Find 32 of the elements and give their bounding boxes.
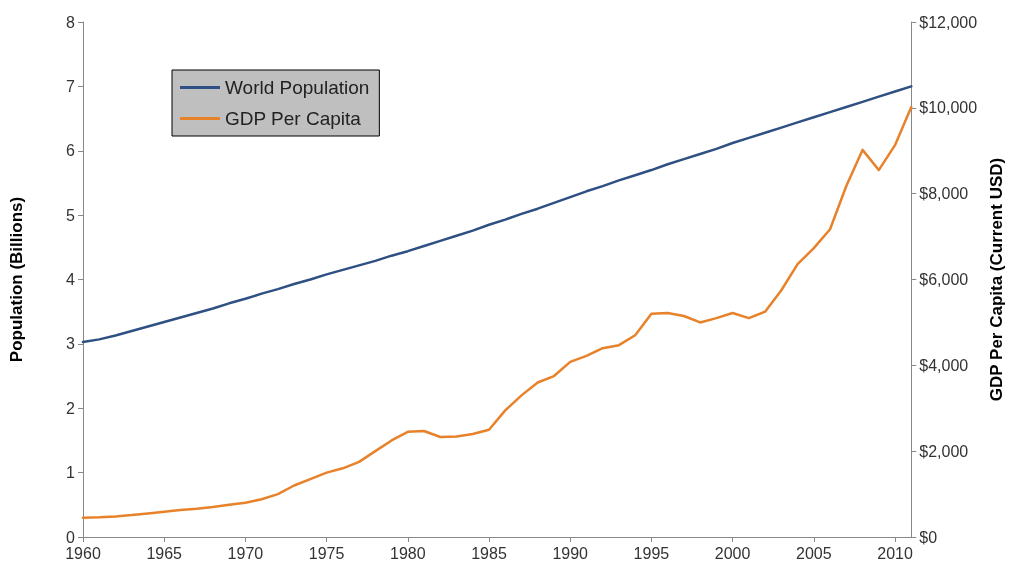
y2-tick-label: $12,000 xyxy=(919,13,978,31)
x-tick-label: 2005 xyxy=(796,544,832,562)
y-tick-label: 3 xyxy=(66,335,76,353)
x-tick-label: 1980 xyxy=(390,544,426,562)
y-tick-label: 1 xyxy=(66,464,76,482)
y2-tick-label: $4,000 xyxy=(919,356,969,374)
x-tick-label: 1985 xyxy=(471,544,507,562)
y-tick-label: 7 xyxy=(66,77,76,95)
y-tick-label: 4 xyxy=(66,271,76,288)
y2-axis-title: GDP Per Capita (Current USD) xyxy=(987,157,1006,402)
x-tick-label: 2010 xyxy=(877,544,913,562)
x-tick-label: 1960 xyxy=(65,544,101,562)
x-tick-label: 1975 xyxy=(308,544,345,562)
y-tick-label: 2 xyxy=(66,399,76,417)
x-tick-label: 1990 xyxy=(552,544,589,562)
y-axis-title: Population (Billions) xyxy=(7,196,26,363)
line-series xyxy=(81,105,913,519)
x-tick-label: 1995 xyxy=(633,544,670,562)
y-tick-label: 0 xyxy=(66,528,76,546)
y2-tick-label: $6,000 xyxy=(919,271,969,288)
x-tick-label: 1970 xyxy=(227,544,264,562)
y2-tick-label: $0 xyxy=(919,528,938,546)
x-tick-label: 1965 xyxy=(146,544,183,562)
y-tick-label: 6 xyxy=(66,142,76,160)
x-tick-label: 2000 xyxy=(714,544,751,562)
legend-label: World Population xyxy=(225,77,370,98)
y2-tick-label: $8,000 xyxy=(919,185,969,203)
legend-label: GDP Per Capita xyxy=(225,108,362,129)
y-tick-label: 8 xyxy=(66,13,76,31)
y-tick-label: 5 xyxy=(66,206,76,224)
y2-tick-label: $10,000 xyxy=(919,99,978,117)
y2-tick-label: $2,000 xyxy=(919,442,969,460)
